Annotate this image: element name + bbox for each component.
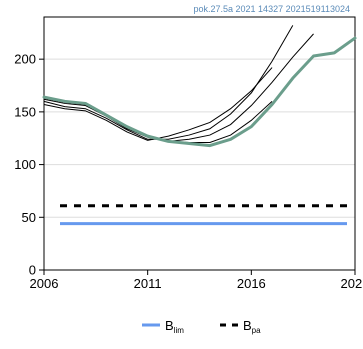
plot-area: 0 50 100 150 200 2006 2011 2016 2021 [14, 16, 363, 291]
series-line-retro-1 [43, 33, 314, 142]
legend-label-bpa: Bpa [243, 318, 261, 335]
y-tick-label-0: 0 [29, 263, 36, 278]
x-tick-label-2: 2016 [237, 276, 266, 291]
y-tick-label-2: 100 [14, 157, 36, 172]
series-line-retro-2 [43, 25, 294, 140]
y-tick-label-4: 200 [14, 52, 36, 67]
plot-frame [43, 16, 356, 271]
x-tick-label-3: 2021 [341, 276, 363, 291]
x-tick-label-0: 2006 [30, 276, 59, 291]
y-tick-label-3: 150 [14, 104, 36, 119]
legend-label-blim: Blim [165, 318, 184, 335]
y-tick-label-1: 50 [22, 210, 36, 225]
legend: Blim Bpa [142, 318, 261, 335]
series-line-main [42, 36, 357, 148]
x-tick-label-1: 2011 [134, 276, 162, 291]
chart-header: pok.27.5a 2021 14327 2021519113024 [194, 4, 351, 14]
